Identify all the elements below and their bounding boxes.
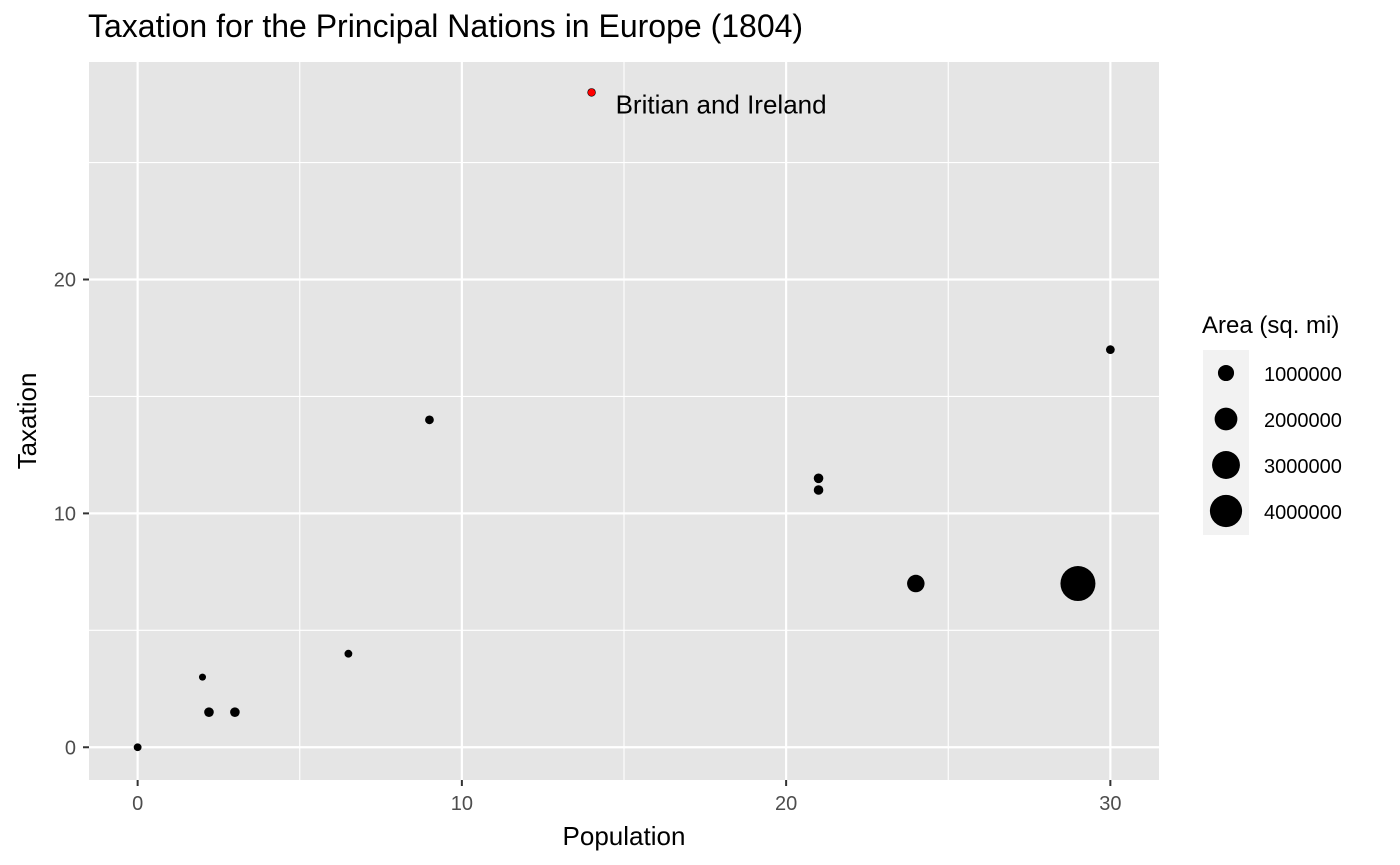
x-tick-label: 30 (1099, 793, 1121, 815)
data-point (198, 673, 206, 681)
legend-size-key (1214, 407, 1238, 431)
data-point (230, 707, 240, 717)
data-point (204, 707, 214, 717)
y-tick-label: 0 (65, 737, 76, 759)
data-point (1060, 566, 1096, 602)
legend-entry-label: 2000000 (1264, 410, 1342, 432)
y-tick-label: 10 (54, 503, 76, 525)
legend-entry-label: 4000000 (1264, 502, 1342, 524)
legend-size-key (1212, 451, 1240, 479)
data-point (907, 574, 925, 593)
chart-title: Taxation for the Principal Nations in Eu… (88, 8, 804, 44)
legend-entry-label: 3000000 (1264, 456, 1342, 478)
legend: Area (sq. mi) 1000000 2000000 3000000 40000… (1202, 312, 1342, 535)
data-point (344, 649, 353, 658)
y-axis-title: Taxation (12, 373, 42, 470)
grid-lines (89, 62, 1159, 780)
data-points (133, 88, 1115, 752)
x-tick-label: 20 (775, 793, 797, 815)
data-point (425, 415, 434, 425)
point-annotation-label: Britian and Ireland (616, 89, 827, 119)
highlighted-data-point (587, 88, 596, 97)
point-labels: Britian and Ireland (616, 89, 827, 119)
data-point (133, 743, 142, 752)
data-point (1105, 345, 1115, 355)
y-tick-label: 20 (54, 270, 76, 292)
x-axis-title: Population (563, 821, 686, 851)
legend-title: Area (sq. mi) (1202, 312, 1339, 339)
data-point (813, 485, 824, 495)
legend-keys: 1000000 2000000 3000000 4000000 (1209, 364, 1342, 528)
legend-entry-label: 1000000 (1264, 364, 1342, 386)
legend-size-key (1209, 494, 1243, 528)
legend-size-key (1217, 364, 1235, 382)
axes: 0 10 20 30 0 10 20 (54, 270, 1122, 815)
data-point (813, 473, 824, 484)
x-tick-label: 10 (451, 793, 473, 815)
x-tick-label: 0 (132, 793, 143, 815)
